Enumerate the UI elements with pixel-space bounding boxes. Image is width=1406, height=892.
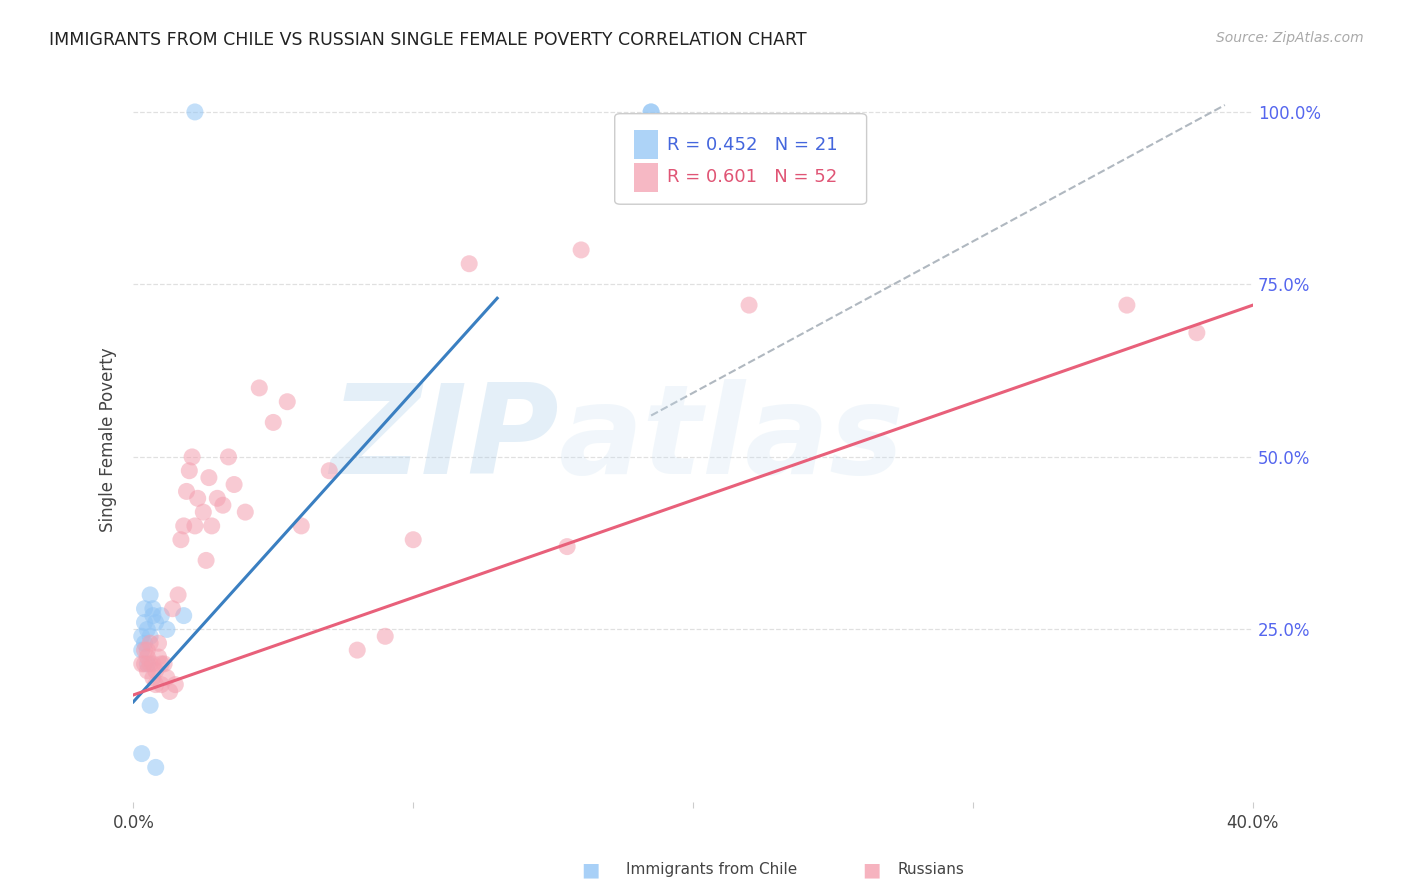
Text: Russians: Russians bbox=[897, 863, 965, 877]
Text: ■: ■ bbox=[862, 860, 882, 880]
Point bbox=[136, 623, 159, 637]
Point bbox=[134, 643, 156, 657]
Point bbox=[212, 498, 235, 512]
Point bbox=[738, 298, 761, 312]
Point bbox=[136, 643, 159, 657]
Point bbox=[150, 608, 173, 623]
Point bbox=[187, 491, 209, 506]
Point bbox=[402, 533, 425, 547]
Point bbox=[640, 104, 662, 119]
Point bbox=[1115, 298, 1137, 312]
Point bbox=[276, 394, 298, 409]
Point bbox=[136, 650, 159, 665]
Point bbox=[193, 505, 215, 519]
Point bbox=[207, 491, 229, 506]
Point bbox=[247, 381, 270, 395]
Text: ZIP: ZIP bbox=[330, 379, 558, 500]
Point bbox=[195, 553, 218, 567]
Point bbox=[142, 657, 165, 671]
Point bbox=[173, 608, 195, 623]
Point bbox=[218, 450, 240, 464]
Point bbox=[148, 636, 170, 650]
Point bbox=[145, 664, 167, 678]
Text: atlas: atlas bbox=[558, 379, 904, 500]
Text: Source: ZipAtlas.com: Source: ZipAtlas.com bbox=[1216, 31, 1364, 45]
Y-axis label: Single Female Poverty: Single Female Poverty bbox=[100, 347, 117, 532]
Point bbox=[153, 657, 176, 671]
Point bbox=[139, 588, 162, 602]
Point bbox=[139, 629, 162, 643]
Point bbox=[170, 533, 193, 547]
Point bbox=[139, 698, 162, 713]
Point bbox=[167, 588, 190, 602]
Point bbox=[184, 104, 207, 119]
Point bbox=[184, 519, 207, 533]
Point bbox=[569, 243, 592, 257]
Point bbox=[374, 629, 396, 643]
Point bbox=[131, 629, 153, 643]
Point bbox=[290, 519, 312, 533]
Point bbox=[134, 615, 156, 630]
Point bbox=[176, 484, 198, 499]
Point bbox=[136, 657, 159, 671]
Point bbox=[139, 657, 162, 671]
Point bbox=[131, 643, 153, 657]
Point bbox=[142, 608, 165, 623]
Point bbox=[136, 664, 159, 678]
Point bbox=[150, 677, 173, 691]
Point bbox=[134, 657, 156, 671]
Point bbox=[145, 677, 167, 691]
FancyBboxPatch shape bbox=[614, 113, 866, 204]
Point bbox=[198, 470, 221, 484]
Bar bbox=[634, 163, 658, 192]
Point bbox=[318, 464, 340, 478]
Text: ■: ■ bbox=[581, 860, 600, 880]
Text: Immigrants from Chile: Immigrants from Chile bbox=[626, 863, 797, 877]
Point bbox=[262, 416, 284, 430]
Point bbox=[131, 747, 153, 761]
Point bbox=[173, 519, 195, 533]
Point bbox=[458, 257, 481, 271]
Point bbox=[142, 601, 165, 615]
Point bbox=[179, 464, 201, 478]
Point bbox=[201, 519, 224, 533]
Point bbox=[150, 657, 173, 671]
Point bbox=[139, 636, 162, 650]
Point bbox=[233, 505, 256, 519]
Point bbox=[555, 540, 578, 554]
Point bbox=[131, 657, 153, 671]
Point bbox=[145, 760, 167, 774]
Text: R = 0.601   N = 52: R = 0.601 N = 52 bbox=[668, 169, 838, 186]
Point bbox=[134, 601, 156, 615]
Point bbox=[145, 615, 167, 630]
Point bbox=[156, 623, 179, 637]
Point bbox=[1185, 326, 1208, 340]
Point bbox=[148, 650, 170, 665]
Bar bbox=[634, 130, 658, 160]
Point bbox=[142, 671, 165, 685]
Point bbox=[165, 677, 187, 691]
Text: R = 0.452   N = 21: R = 0.452 N = 21 bbox=[668, 136, 838, 153]
Point bbox=[162, 601, 184, 615]
Point bbox=[181, 450, 204, 464]
Point bbox=[640, 104, 662, 119]
Point bbox=[346, 643, 368, 657]
Point bbox=[222, 477, 245, 491]
Point bbox=[159, 684, 181, 698]
Text: IMMIGRANTS FROM CHILE VS RUSSIAN SINGLE FEMALE POVERTY CORRELATION CHART: IMMIGRANTS FROM CHILE VS RUSSIAN SINGLE … bbox=[49, 31, 807, 49]
Point bbox=[156, 671, 179, 685]
Point bbox=[134, 636, 156, 650]
